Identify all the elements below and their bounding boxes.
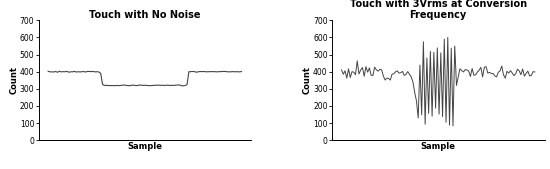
X-axis label: Sample: Sample — [127, 142, 162, 151]
Title: Touch with 3Vrms at Conversion
Frequency: Touch with 3Vrms at Conversion Frequency — [350, 0, 527, 20]
Y-axis label: Count: Count — [302, 66, 312, 94]
X-axis label: Sample: Sample — [421, 142, 456, 151]
Title: Touch with No Noise: Touch with No Noise — [89, 9, 201, 19]
Y-axis label: Count: Count — [9, 66, 18, 94]
